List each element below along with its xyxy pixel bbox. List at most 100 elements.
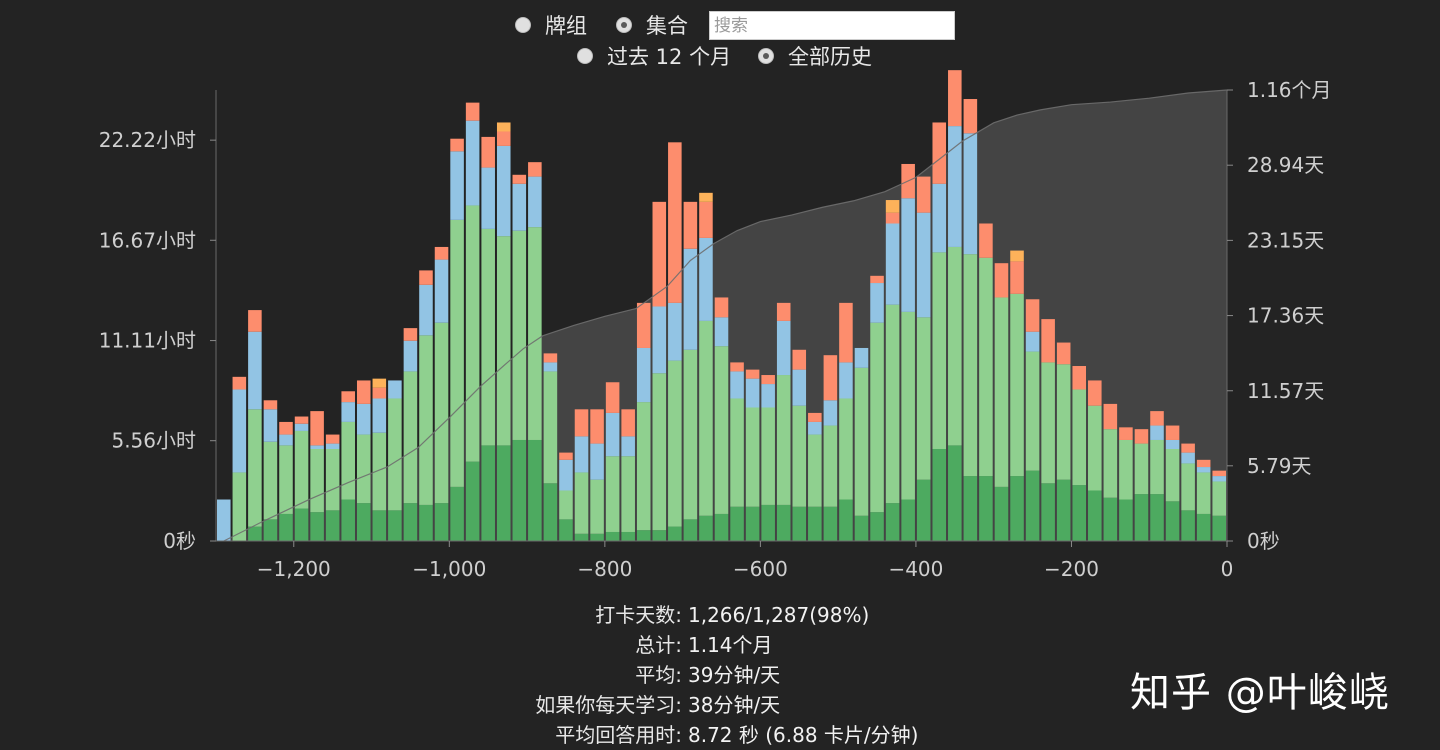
bar-segment-learn [1010, 261, 1024, 294]
scope-collection-radio[interactable]: 集合 [616, 10, 688, 40]
bar-segment-filtered [1010, 250, 1024, 262]
stat-row: 如果你每天学习: 38分钟/天 [0, 690, 1440, 720]
bar-segment-mature [932, 448, 947, 541]
bar-segment-young [310, 448, 324, 513]
bar-segment-young [1181, 463, 1195, 511]
y-tick-left-label: 16.67小时 [99, 228, 196, 252]
radio-unchecked-icon[interactable] [577, 48, 593, 64]
bar-segment-young [1056, 364, 1071, 480]
bar-segment-mature [885, 503, 900, 541]
bar-segment-relearn [854, 347, 869, 368]
bar-segment-learn [543, 353, 558, 363]
bar-segment-young [1150, 439, 1164, 495]
bar-segment-mature [325, 510, 340, 541]
bar-segment-mature [1041, 483, 1055, 541]
bar-segment-young [403, 371, 418, 504]
bar-segment-mature [294, 508, 309, 541]
bar-segment-mature [388, 510, 402, 541]
bar-segment-relearn [419, 284, 433, 336]
bar-segment-young [1072, 389, 1087, 486]
bar-segment-young [1088, 405, 1102, 491]
bar-segment-learn [605, 382, 620, 413]
stat-value: 38分钟/天 [688, 693, 781, 717]
bar-segment-mature [559, 519, 573, 541]
bar-segment-young [512, 230, 527, 440]
bar-segment-relearn [605, 412, 620, 457]
bar-segment-young [248, 409, 262, 527]
stat-row: 平均回答用时: 8.72 秒 (6.88 卡片/分钟) [0, 720, 1440, 750]
bar-segment-mature [901, 499, 915, 541]
bar-segment-mature [590, 533, 604, 541]
bar-segment-relearn [465, 120, 480, 206]
y-tick-right-label: 28.94天 [1247, 153, 1324, 177]
bar-segment-learn [870, 275, 884, 284]
bar-segment-relearn [1150, 425, 1164, 440]
range-year-radio[interactable]: 过去 12 个月 [577, 41, 731, 71]
bar-segment-mature [761, 504, 775, 541]
bar-segment-learn [823, 355, 838, 401]
bar-segment-mature [994, 486, 1009, 541]
bar-segment-mature [1072, 485, 1087, 541]
bar-segment-young [1119, 439, 1133, 500]
bar-segment-mature [979, 476, 993, 541]
bar-segment-mature [481, 445, 495, 541]
bar-segment-young [776, 375, 791, 505]
bar-segment-relearn [963, 133, 978, 255]
y-tick-left-label: 11.11小时 [99, 329, 196, 353]
bar-segment-learn [356, 380, 371, 404]
bar-segment-learn [512, 174, 527, 184]
x-tick-label: −400 [888, 557, 943, 581]
bar-segment-relearn [217, 499, 231, 541]
range-year-label: 过去 12 个月 [607, 45, 732, 69]
range-all-radio[interactable]: 全部历史 [758, 41, 872, 71]
bar-segment-relearn [559, 459, 573, 491]
bar-segment-relearn [1196, 467, 1211, 473]
review-time-chart: −1,200 −1,000 −800 −600 −400 −200 0 0秒 5.56小时 11.… [99, 70, 1332, 581]
bar-segment-young [994, 297, 1009, 487]
bar-segment-mature [1134, 494, 1149, 541]
bar-segment-relearn [636, 347, 651, 403]
bar-segment-mature [1088, 490, 1102, 541]
bar-segment-young [543, 371, 558, 484]
bar-segment-mature [279, 513, 293, 541]
bar-segment-relearn [248, 331, 262, 410]
bar-segment-learn [916, 176, 931, 213]
bar-segment-mature [808, 506, 822, 541]
radio-checked-icon[interactable] [616, 17, 632, 33]
bar-segment-mature [776, 504, 791, 541]
bar-segment-young [792, 405, 807, 507]
bar-segment-relearn [823, 400, 838, 426]
bar-segment-mature [1119, 499, 1133, 541]
bar-segment-learn [792, 349, 807, 370]
bar-segment-learn [714, 297, 729, 318]
bar-segment-young [979, 257, 993, 477]
bar-segment-mature [1150, 494, 1164, 541]
bar-segment-relearn [574, 436, 589, 473]
bar-segment-relearn [932, 183, 947, 253]
bar-segment-relearn [512, 183, 527, 231]
search-input[interactable] [709, 11, 955, 40]
radio-unchecked-icon[interactable] [515, 17, 531, 33]
bar-segment-learn [590, 409, 604, 444]
radio-checked-icon[interactable] [758, 48, 774, 64]
bar-segment-young [481, 228, 495, 446]
bar-segment-filtered [496, 122, 511, 132]
bar-segment-learn [248, 310, 262, 332]
bar-segment-relearn [543, 362, 558, 372]
bar-segment-relearn [356, 403, 371, 435]
scope-collection-label: 集合 [646, 14, 688, 38]
bar-segment-learn [496, 131, 511, 146]
bar-segment-young [341, 421, 355, 500]
bar-segment-mature [1010, 476, 1024, 541]
bar-segment-relearn [434, 259, 449, 323]
bar-segment-learn [963, 99, 978, 134]
cumulative-line [223, 89, 1228, 542]
bar-segment-learn [745, 369, 760, 379]
bar-segment-relearn [496, 145, 511, 237]
bar-segment-young [1134, 443, 1149, 495]
bar-segment-relearn [481, 167, 495, 229]
bar-segment-relearn [341, 402, 355, 422]
bar-segment-learn [1212, 470, 1226, 477]
y-tick-right-label: 17.36天 [1247, 304, 1324, 328]
scope-deck-radio[interactable]: 牌组 [515, 10, 587, 40]
